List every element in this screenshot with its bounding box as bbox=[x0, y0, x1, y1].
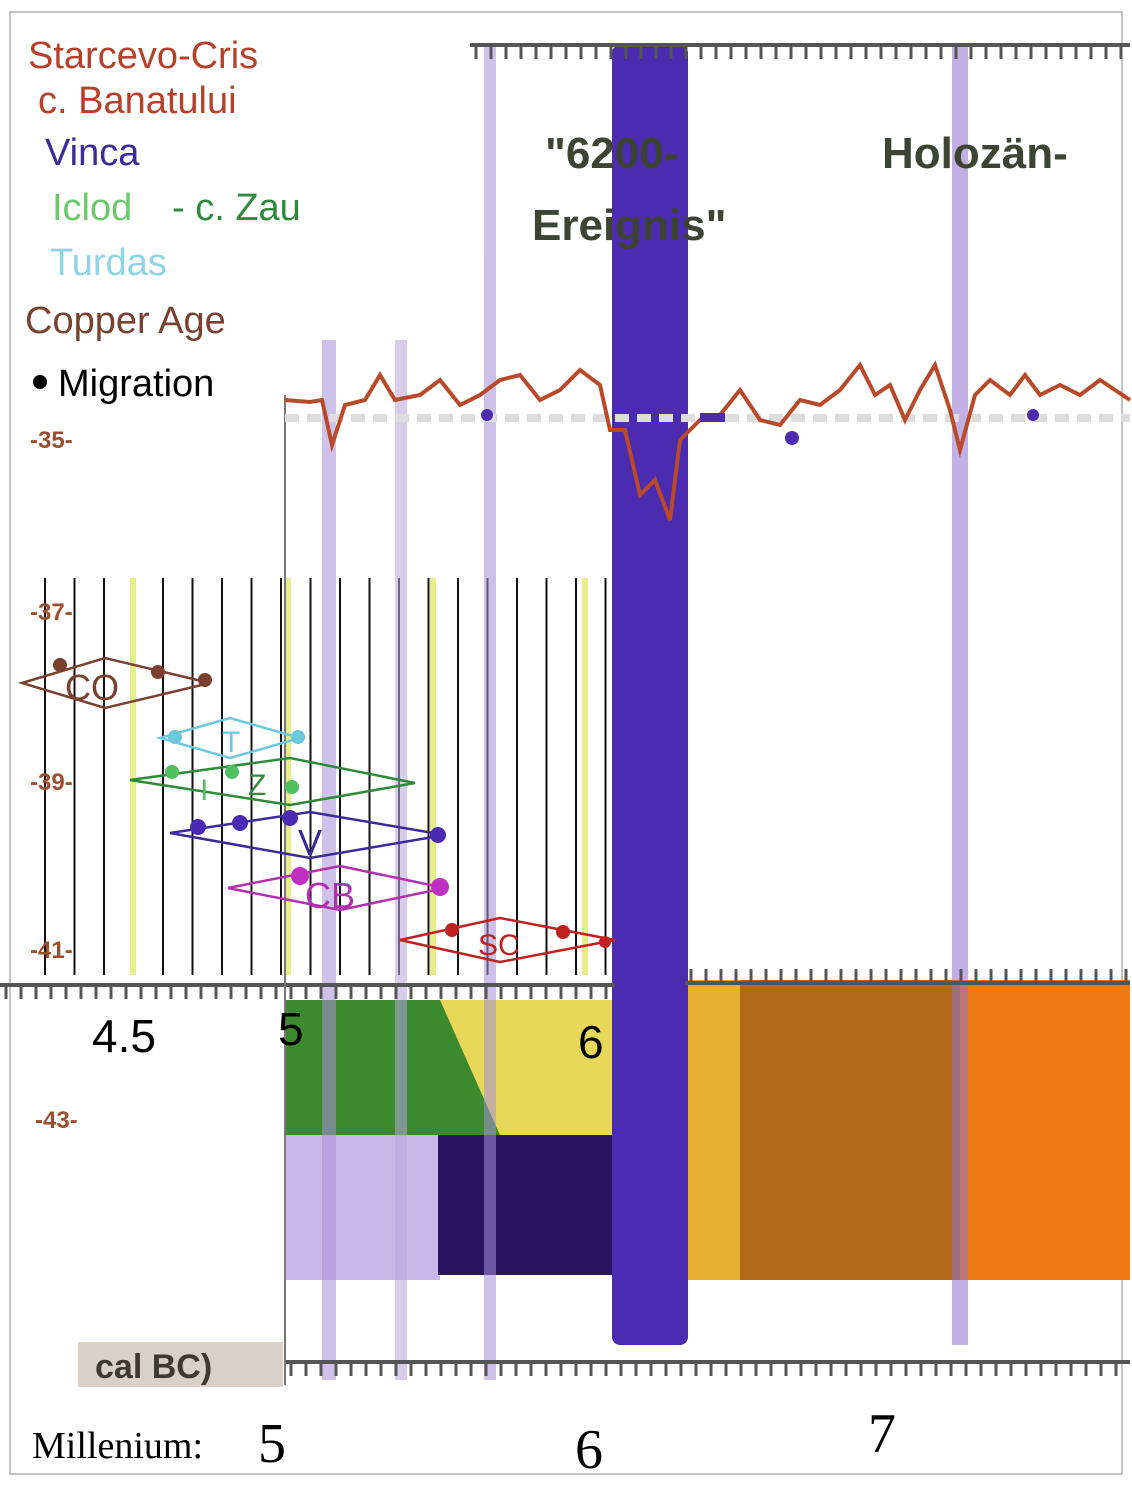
event-label: Holozän- bbox=[882, 129, 1068, 178]
block bbox=[438, 1135, 613, 1275]
range-label: CO bbox=[65, 667, 119, 708]
y-label: -35- bbox=[30, 427, 73, 454]
point bbox=[190, 819, 206, 835]
dot bbox=[700, 413, 725, 422]
y-label: -41- bbox=[30, 937, 73, 964]
range-label: V bbox=[298, 822, 322, 863]
block bbox=[285, 1135, 440, 1280]
point bbox=[165, 765, 179, 779]
event-labels: "6200- Ereignis" Holozän- bbox=[532, 129, 1068, 250]
event-label: Ereignis" bbox=[532, 201, 726, 250]
point bbox=[291, 867, 309, 885]
event-label: "6200- bbox=[545, 129, 678, 178]
band bbox=[484, 45, 496, 1380]
legend-item: - c. Zau bbox=[172, 187, 301, 229]
range-label: SC bbox=[478, 929, 520, 962]
legend-item: Starcevo-Cris bbox=[28, 35, 258, 77]
range-sc bbox=[399, 916, 616, 964]
point bbox=[282, 810, 298, 826]
range-label: T bbox=[222, 726, 240, 759]
band bbox=[952, 45, 968, 1345]
millennium: Millenium: 5 6 7 bbox=[32, 1403, 896, 1481]
legend-marker bbox=[33, 375, 47, 389]
point bbox=[291, 730, 305, 744]
range-labels: CO T I Z V CB SC bbox=[65, 667, 520, 962]
legend-item: Vinca bbox=[45, 132, 140, 174]
scale-label: 4.5 bbox=[92, 1010, 156, 1062]
event-band bbox=[612, 45, 688, 1345]
band bbox=[395, 340, 407, 1380]
bands bbox=[322, 45, 968, 1380]
range-label: Z bbox=[248, 769, 266, 802]
point bbox=[445, 923, 459, 937]
dot bbox=[785, 431, 799, 445]
point bbox=[599, 936, 611, 948]
legend: Starcevo-Cris c. Banatului Vinca Iclod -… bbox=[25, 35, 301, 405]
point bbox=[431, 878, 449, 896]
point bbox=[53, 658, 67, 672]
y-label: -43- bbox=[35, 1107, 78, 1134]
y-label: -37- bbox=[30, 599, 73, 626]
block bbox=[960, 980, 1130, 1280]
point bbox=[430, 827, 446, 843]
migration-dots bbox=[481, 409, 1039, 445]
point bbox=[285, 780, 299, 794]
millennium-label: Millenium: bbox=[32, 1425, 203, 1467]
frame bbox=[9, 11, 1123, 1475]
legend-item: c. Banatului bbox=[38, 80, 237, 122]
dot bbox=[481, 409, 493, 421]
range-points bbox=[53, 658, 611, 948]
dot bbox=[1027, 409, 1039, 421]
range-label: I bbox=[200, 774, 208, 807]
block bbox=[285, 1000, 500, 1135]
scale-label: 5 bbox=[278, 1003, 304, 1055]
point bbox=[168, 730, 182, 744]
point bbox=[151, 665, 165, 679]
range-iz bbox=[129, 756, 416, 807]
y-label: -39- bbox=[30, 769, 73, 796]
scale-labels: 4.5 5 6 bbox=[92, 1003, 604, 1068]
legend-item: Iclod bbox=[52, 187, 132, 229]
rulers bbox=[0, 43, 1130, 1376]
millennium-tick: 5 bbox=[258, 1413, 286, 1475]
point bbox=[225, 765, 239, 779]
axis-label: cal BC) bbox=[95, 1348, 212, 1386]
block bbox=[740, 980, 960, 1280]
scale-label: 6 bbox=[578, 1016, 604, 1068]
point bbox=[232, 815, 248, 831]
point bbox=[198, 673, 212, 687]
millennium-tick: 6 bbox=[575, 1419, 603, 1481]
culture-blocks bbox=[285, 980, 1130, 1280]
legend-item: Migration bbox=[58, 363, 214, 405]
range-label: CB bbox=[305, 875, 355, 916]
legend-item: Turdas bbox=[50, 242, 167, 284]
y-labels: -35- -37- -39- -41- -43- bbox=[30, 427, 78, 1134]
legend-item: Copper Age bbox=[25, 300, 226, 342]
millennium-tick: 7 bbox=[868, 1403, 896, 1465]
point bbox=[556, 925, 570, 939]
band bbox=[322, 340, 336, 1380]
axis-label-box bbox=[78, 1342, 283, 1387]
block bbox=[685, 980, 745, 1280]
